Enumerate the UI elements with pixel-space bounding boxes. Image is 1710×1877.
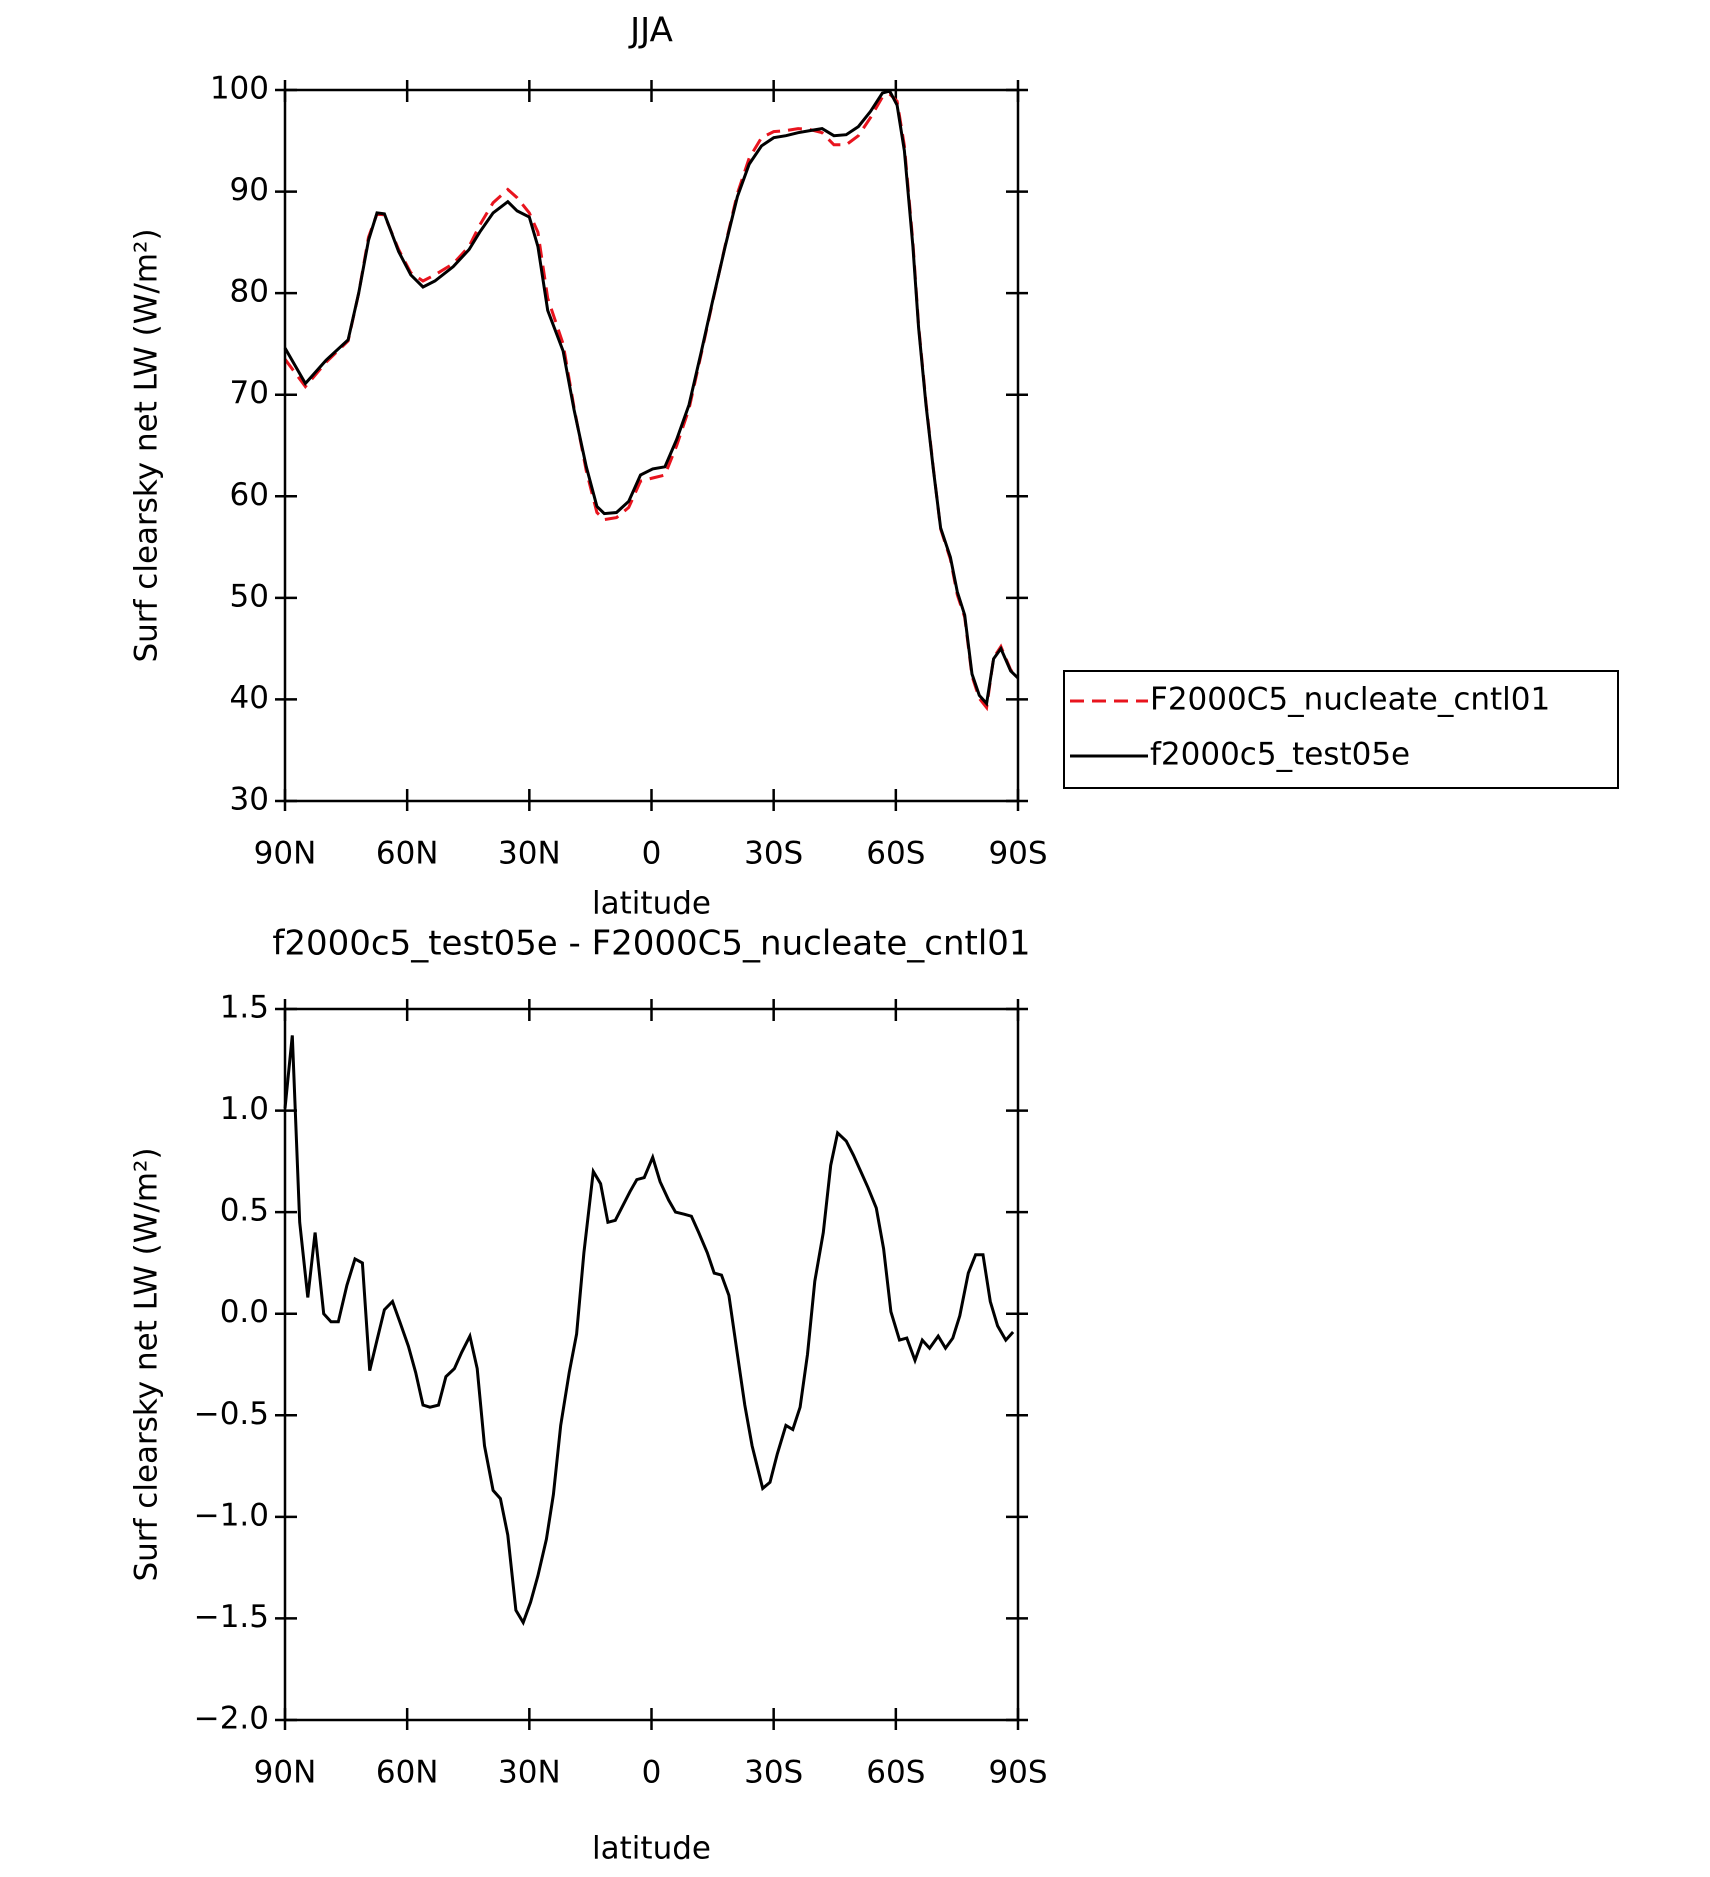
y-tick-label: 100 — [210, 71, 269, 107]
x-axis-label: latitude — [592, 886, 711, 922]
x-tick-label: 30N — [498, 836, 561, 872]
y-tick-label: 80 — [230, 274, 269, 310]
x-tick-label: 90S — [988, 1755, 1047, 1791]
y-tick-label: 40 — [230, 680, 269, 716]
x-tick-label: 30N — [498, 1755, 561, 1791]
y-tick-label: 90 — [230, 172, 269, 208]
chart-title: f2000c5_test05e - F2000C5_nucleate_cntl0… — [272, 924, 1030, 964]
y-tick-label: −1.5 — [194, 1599, 269, 1635]
y-tick-label: −0.5 — [194, 1396, 269, 1432]
y-tick-label: 30 — [230, 782, 269, 818]
x-tick-label: 60S — [866, 1755, 925, 1791]
chart-title: JJA — [628, 11, 673, 51]
y-tick-label: 0.5 — [220, 1193, 269, 1229]
data-line — [283, 89, 1020, 707]
x-tick-label: 60S — [866, 836, 925, 872]
y-tick-label: 1.5 — [220, 990, 269, 1026]
legend-box — [1063, 670, 1619, 789]
y-tick-label: −1.0 — [194, 1497, 269, 1533]
x-tick-label: 30S — [744, 836, 803, 872]
legend-label: F2000C5_nucleate_cntl01 — [1150, 682, 1550, 718]
y-tick-label: 70 — [230, 375, 269, 411]
y-tick-label: 1.0 — [220, 1091, 269, 1127]
y-axis-label: Surf clearsky net LW (W/m²) — [129, 1147, 165, 1581]
x-tick-label: 90S — [988, 836, 1047, 872]
y-tick-label: 50 — [230, 578, 269, 614]
x-tick-label: 0 — [642, 1755, 662, 1791]
x-tick-label: 90N — [254, 836, 317, 872]
plot-frame — [283, 88, 1020, 803]
y-tick-label: −2.0 — [194, 1701, 269, 1737]
data-line — [283, 1035, 1015, 1626]
x-tick-label: 90N — [254, 1755, 317, 1791]
y-tick-label: 0.0 — [220, 1294, 269, 1330]
x-tick-label: 60N — [376, 1755, 439, 1791]
y-axis-label: Surf clearsky net LW (W/m²) — [129, 228, 165, 662]
x-axis-label: latitude — [592, 1831, 711, 1867]
y-tick-label: 60 — [230, 477, 269, 513]
x-tick-label: 60N — [376, 836, 439, 872]
x-tick-label: 30S — [744, 1755, 803, 1791]
x-tick-label: 0 — [642, 836, 662, 872]
legend-label: f2000c5_test05e — [1150, 737, 1410, 773]
plot-frame — [283, 1007, 1020, 1722]
